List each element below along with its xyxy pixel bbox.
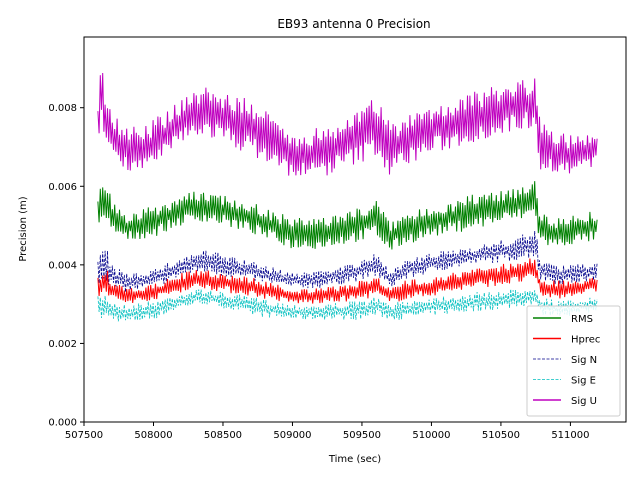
chart-title: EB93 antenna 0 Precision bbox=[277, 17, 430, 31]
series-line bbox=[97, 72, 598, 176]
series-line bbox=[97, 230, 598, 293]
x-tick-label: 510000 bbox=[412, 430, 450, 441]
series-line bbox=[97, 289, 598, 322]
y-tick-label: 0.008 bbox=[48, 103, 77, 114]
legend: RMS Hprec Sig N Sig E Sig U bbox=[526, 305, 621, 417]
y-tick-label: 0.000 bbox=[48, 418, 77, 429]
legend-label: Sig E bbox=[571, 376, 596, 387]
series-layer bbox=[97, 72, 598, 322]
y-axis-label: Precision (m) bbox=[18, 196, 29, 261]
x-tick-label: 508000 bbox=[134, 430, 172, 441]
x-tick-label: 507500 bbox=[65, 430, 103, 441]
y-axis: 0.000 0.002 0.004 0.006 0.008 bbox=[48, 103, 84, 429]
y-tick-label: 0.002 bbox=[48, 339, 77, 350]
x-tick-label: 511000 bbox=[551, 430, 589, 441]
plot-frame bbox=[83, 36, 627, 423]
legend-label: Sig N bbox=[571, 355, 597, 366]
series-sig-e bbox=[97, 289, 598, 322]
series-hprec bbox=[97, 258, 598, 304]
x-axis: 507500 508000 508500 509000 509500 510000 5105… bbox=[65, 422, 590, 441]
legend-label: Hprec bbox=[571, 335, 600, 346]
x-tick-label: 508500 bbox=[204, 430, 242, 441]
x-tick-label: 510500 bbox=[482, 430, 520, 441]
series-line bbox=[97, 258, 598, 304]
legend-label: RMS bbox=[571, 314, 593, 325]
legend-box bbox=[526, 305, 621, 417]
series-rms bbox=[97, 181, 598, 250]
legend-label: Sig U bbox=[571, 396, 597, 407]
series-line bbox=[97, 181, 598, 250]
series-sig-n bbox=[97, 230, 598, 293]
x-tick-label: 509000 bbox=[273, 430, 311, 441]
y-tick-label: 0.006 bbox=[48, 182, 77, 193]
x-axis-label: Time (sec) bbox=[328, 454, 381, 465]
x-tick-label: 509500 bbox=[343, 430, 381, 441]
series-sig-u bbox=[97, 72, 598, 176]
y-tick-label: 0.004 bbox=[48, 260, 77, 271]
